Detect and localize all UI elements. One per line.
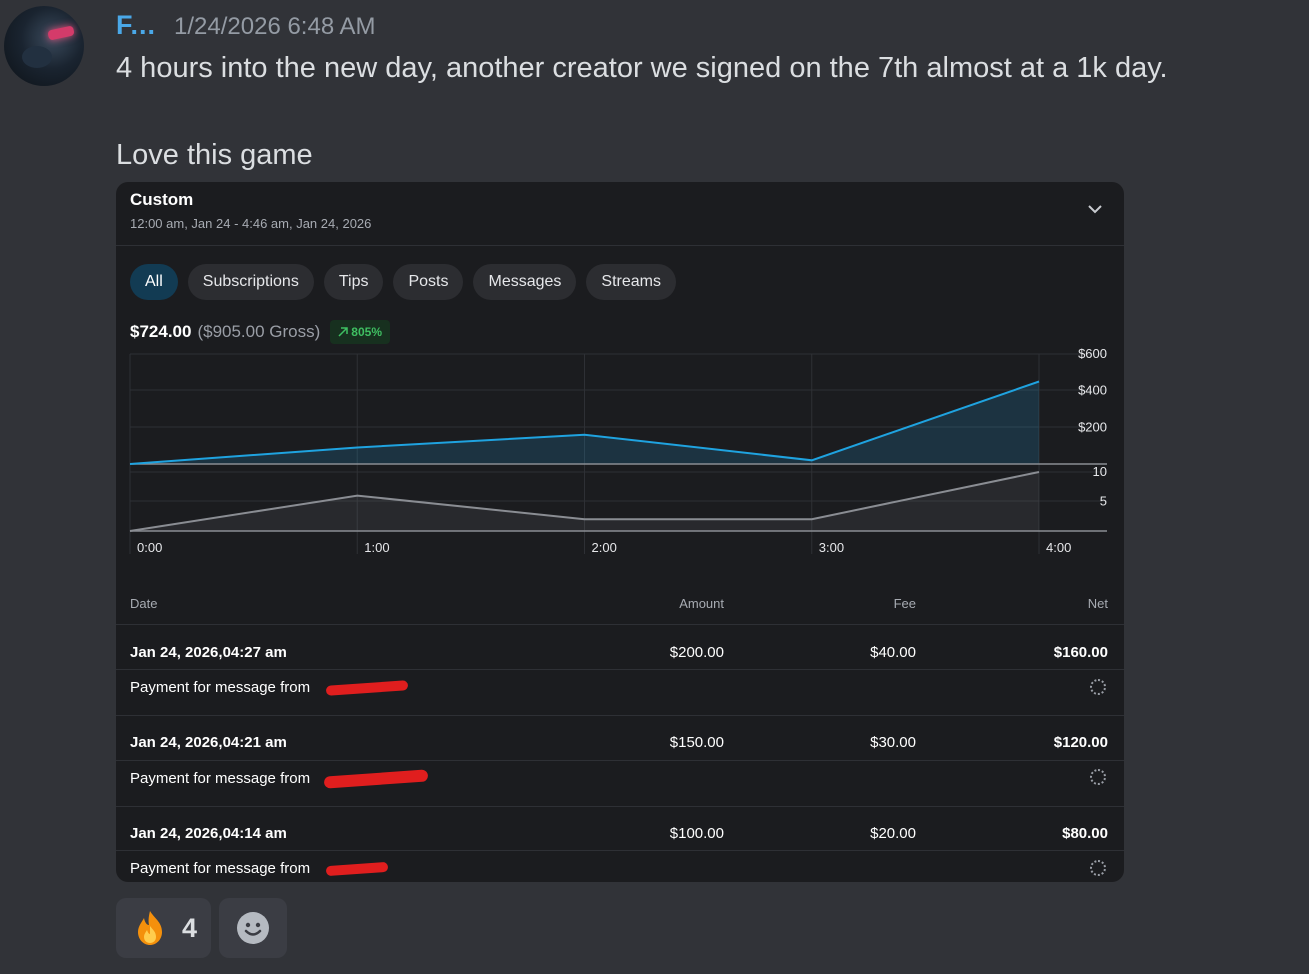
message-text-line-1: 4 hours into the new day, another creato…	[116, 52, 1168, 84]
row-divider	[116, 624, 1124, 625]
date-range-header: Custom 12:00 am, Jan 24 - 4:46 am, Jan 2…	[116, 182, 1124, 246]
loading-spinner-icon	[1090, 679, 1106, 695]
row-description: Payment for message from	[130, 770, 311, 787]
row-net: $80.00	[1062, 825, 1108, 842]
row-amount: $200.00	[669, 644, 724, 661]
redaction-scribble	[325, 861, 389, 877]
reaction-bar: 4	[116, 898, 288, 958]
y-tick-label: $600	[1078, 346, 1107, 361]
column-header-fee: Fee	[893, 596, 916, 611]
row-date: Jan 24, 2026,04:14 am	[130, 825, 287, 842]
row-fee: $30.00	[870, 734, 916, 751]
column-header-amount: Amount	[679, 596, 724, 611]
row-description: Payment for message from	[130, 860, 311, 877]
username[interactable]: F...	[116, 10, 157, 40]
row-net: $120.00	[1053, 734, 1108, 751]
loading-spinner-icon	[1090, 769, 1106, 785]
message-text-line-2: Love this game	[116, 139, 313, 171]
filter-pills: All Subscriptions Tips Posts Messages St…	[130, 264, 676, 300]
trend-up-arrow-icon	[338, 327, 349, 337]
net-total: $724.00	[130, 322, 192, 341]
add-reaction-button[interactable]	[219, 898, 288, 958]
loading-spinner-icon	[1090, 860, 1106, 876]
x-tick-label: 3:00	[819, 540, 844, 555]
message-timestamp: 1/24/2026 6:48 AM	[174, 13, 376, 40]
range-subtitle: 12:00 am, Jan 24 - 4:46 am, Jan 24, 2026	[130, 216, 372, 231]
earnings-total: $724.00 ($905.00 Gross) 805%	[130, 320, 390, 344]
redaction-scribble	[325, 680, 409, 696]
fire-emoji-icon	[138, 911, 162, 945]
column-header-date: Date	[130, 596, 158, 611]
filter-messages[interactable]: Messages	[473, 264, 577, 300]
column-header-net: Net	[1087, 596, 1108, 611]
series-area	[130, 472, 1039, 531]
filter-all[interactable]: All	[130, 264, 178, 300]
y-tick-label: $400	[1078, 383, 1107, 398]
chart-series	[129, 380, 1107, 532]
row-amount: $100.00	[669, 825, 724, 842]
y-tick-label: $200	[1078, 419, 1107, 434]
redaction-scribble	[323, 769, 429, 789]
chart-ticks: $600 $400 $200 10 5 0:00 1:00 2:00 3:00 4:00	[137, 346, 1107, 555]
row-divider	[116, 806, 1124, 807]
avatar-neon-light	[47, 25, 75, 41]
row-fee: $40.00	[870, 644, 916, 661]
filter-tips[interactable]: Tips	[323, 264, 384, 300]
row-net: $160.00	[1053, 644, 1108, 661]
avatar-figure	[22, 46, 52, 68]
row-fee: $20.00	[870, 825, 916, 842]
user-avatar[interactable]	[4, 6, 84, 86]
row-divider-inner	[116, 760, 1124, 761]
change-percent: 805%	[351, 325, 382, 339]
filter-streams[interactable]: Streams	[586, 264, 676, 300]
change-badge: 805%	[330, 320, 390, 344]
filter-posts[interactable]: Posts	[393, 264, 464, 300]
x-tick-label: 4:00	[1046, 540, 1071, 555]
reaction-count: 4	[182, 912, 198, 943]
filter-subscriptions[interactable]: Subscriptions	[187, 264, 314, 300]
chevron-down-icon	[1088, 205, 1102, 214]
message-header: F... 1/24/2026 6:48 AM	[116, 10, 376, 41]
x-tick-label: 2:00	[592, 540, 617, 555]
series-area	[130, 381, 1039, 464]
x-tick-label: 1:00	[364, 540, 389, 555]
row-divider	[116, 715, 1124, 716]
row-date: Jan 24, 2026,04:27 am	[130, 644, 287, 661]
range-title: Custom	[130, 190, 194, 209]
reaction-fire[interactable]: 4	[116, 898, 212, 958]
row-date: Jan 24, 2026,04:21 am	[130, 734, 287, 751]
gross-total: ($905.00 Gross)	[197, 322, 321, 341]
row-divider-inner	[116, 669, 1124, 670]
embedded-earnings-screenshot[interactable]: Custom 12:00 am, Jan 24 - 4:46 am, Jan 2…	[116, 182, 1124, 882]
smiley-add-reaction-icon	[237, 912, 270, 944]
row-amount: $150.00	[669, 734, 724, 751]
row-description: Payment for message from	[130, 679, 311, 696]
earnings-chart: $600 $400 $200 10 5 0:00 1:00 2:00 3:00 4:00	[129, 346, 1107, 555]
row-divider-inner	[116, 850, 1124, 851]
x-tick-label: 0:00	[137, 540, 162, 555]
y-tick-label: 5	[1100, 494, 1107, 509]
y-tick-label: 10	[1093, 464, 1107, 479]
